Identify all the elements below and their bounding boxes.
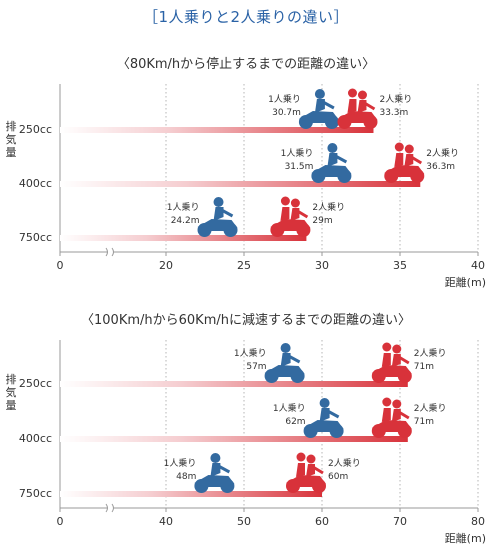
- chart-title: 〈80Km/hから停止するまでの距離の違い〉: [117, 56, 375, 72]
- single-rider-value: 30.7m: [272, 108, 301, 118]
- category-label: 400cc: [19, 177, 52, 190]
- category-label: 250cc: [19, 123, 52, 136]
- chart-title: 〈100Km/hから60Km/hに減速するまでの距離の違い〉: [81, 312, 411, 328]
- category-label: 400cc: [19, 432, 52, 445]
- single-rider-value: 48m: [176, 472, 196, 482]
- y-axis-label-char: 気: [6, 385, 17, 399]
- y-axis-label-char: 気: [6, 132, 17, 146]
- category-label: 750cc: [19, 231, 52, 244]
- axis-break-gap: [107, 504, 113, 512]
- distance-bar: [60, 491, 322, 497]
- single-rider-label: 1人乗り: [268, 93, 301, 105]
- x-tick-label: 30: [315, 259, 329, 272]
- two-rider-motorcycle-icon: [384, 142, 425, 183]
- x-tick-label: 70: [393, 515, 407, 528]
- distance-bar: [60, 127, 374, 133]
- y-axis-label-char: 量: [6, 399, 17, 412]
- single-rider-label: 1人乗り: [164, 457, 197, 469]
- two-rider-motorcycle-icon: [337, 88, 378, 129]
- x-tick-label: 0: [57, 515, 64, 528]
- two-rider-value: 33.3m: [379, 108, 408, 118]
- single-rider-label: 1人乗り: [167, 201, 200, 213]
- chart-bottom: 〈100Km/hから60Km/hに減速するまでの距離の違い〉 0 40 50 60 70 8…: [6, 312, 487, 545]
- two-rider-value: 60m: [328, 472, 348, 482]
- x-tick-label: 40: [471, 259, 485, 272]
- axis-break-mark: [105, 503, 114, 513]
- two-rider-label: 2人乗り: [312, 201, 345, 213]
- x-axis-label: 距離(m): [445, 531, 486, 545]
- two-rider-motorcycle-icon: [371, 397, 412, 438]
- distance-bar: [60, 436, 408, 442]
- two-rider-value: 71m: [414, 417, 434, 427]
- two-rider-label: 2人乗り: [414, 402, 447, 414]
- single-rider-motorcycle-icon: [264, 343, 305, 383]
- single-rider-value: 31.5m: [285, 162, 314, 172]
- two-rider-label: 2人乗り: [328, 457, 361, 469]
- x-axis-label: 距離(m): [445, 275, 486, 289]
- two-rider-value: 29m: [312, 216, 332, 226]
- single-rider-label: 1人乗り: [281, 147, 314, 159]
- x-tick-label: 25: [237, 259, 251, 272]
- single-rider-motorcycle-icon: [303, 398, 344, 438]
- two-rider-label: 2人乗り: [379, 93, 412, 105]
- category-label: 750cc: [19, 487, 52, 500]
- two-rider-value: 71m: [414, 362, 434, 372]
- category-label: 250cc: [19, 377, 52, 390]
- x-tick-label: 20: [159, 259, 173, 272]
- single-rider-value: 57m: [246, 362, 266, 372]
- two-rider-label: 2人乗り: [414, 347, 447, 359]
- two-rider-motorcycle-icon: [371, 342, 412, 383]
- x-tick-label: 60: [315, 515, 329, 528]
- single-rider-value: 24.2m: [171, 216, 200, 226]
- two-rider-value: 36.3m: [426, 162, 455, 172]
- y-axis-label-char: 排: [6, 372, 17, 386]
- x-tick-label: 80: [471, 515, 485, 528]
- axis-break-mark: [105, 247, 114, 257]
- single-rider-motorcycle-icon: [194, 453, 235, 493]
- x-tick-label: 40: [159, 515, 173, 528]
- distance-bar: [60, 235, 307, 241]
- two-rider-label: 2人乗り: [426, 147, 459, 159]
- single-rider-label: 1人乗り: [234, 347, 267, 359]
- single-rider-motorcycle-icon: [311, 143, 352, 183]
- two-rider-motorcycle-icon: [270, 196, 311, 237]
- x-tick-label: 50: [237, 515, 251, 528]
- axis-break-gap: [107, 248, 113, 256]
- single-rider-label: 1人乗り: [273, 402, 306, 414]
- y-axis-label-char: 量: [6, 146, 17, 159]
- two-rider-motorcycle-icon: [286, 452, 326, 493]
- single-rider-motorcycle-icon: [197, 197, 238, 237]
- distance-bar: [60, 181, 421, 187]
- single-rider-value: 62m: [285, 417, 305, 427]
- chart-top: 〈80Km/hから停止するまでの距離の違い〉 0 20 25 30 35 40 距離(m) 排気…: [6, 56, 487, 289]
- page-title: ［1人乗りと2人乗りの違い］: [142, 8, 350, 26]
- x-tick-label: 35: [393, 259, 407, 272]
- x-tick-label: 0: [57, 259, 64, 272]
- y-axis-label-char: 排: [6, 119, 17, 133]
- distance-bar: [60, 381, 408, 387]
- single-rider-motorcycle-icon: [298, 89, 339, 129]
